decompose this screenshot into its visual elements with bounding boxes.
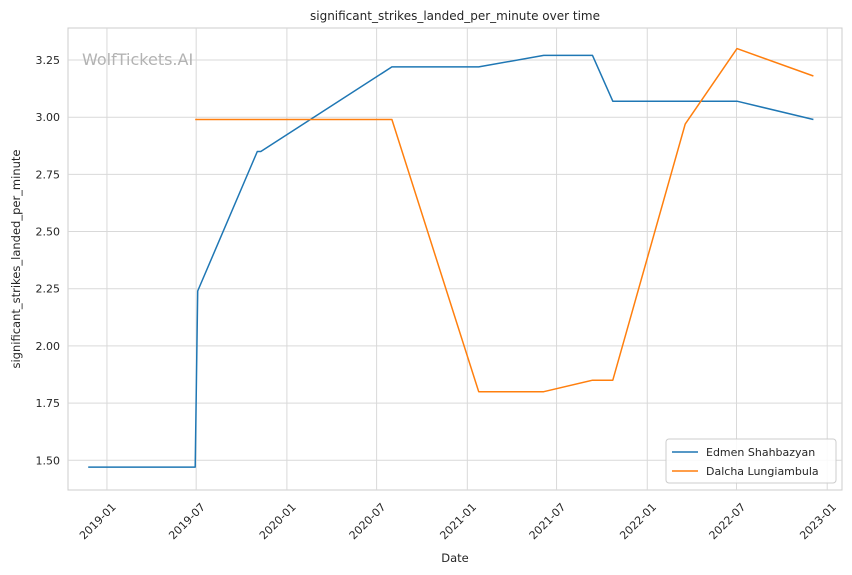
y-tick-label: 2.75 [36, 168, 61, 181]
x-tick-label: 2020-01 [257, 501, 299, 543]
x-tick-label: 2020-07 [347, 501, 389, 543]
x-tick-label: 2019-01 [77, 501, 119, 543]
y-tick-label: 2.25 [36, 283, 61, 296]
x-tick-label: 2023-01 [797, 501, 839, 543]
x-tick-label: 2021-07 [527, 501, 569, 543]
series-layer [88, 47, 814, 468]
legend-box [665, 438, 837, 484]
x-tick-label: 2022-01 [617, 501, 659, 543]
y-axis-ticks: 1.50 1.75 2.00 2.25 2.50 2.75 3.00 3.25 [36, 54, 61, 467]
x-tick-label: 2019-07 [166, 501, 208, 543]
series-line-dalcha-lungiambula [195, 47, 814, 393]
series-line-edmen-shahbazyan [88, 54, 814, 468]
legend: Edmen Shahbazyan Dalcha Lungiambula [665, 438, 837, 484]
plot-area [67, 27, 843, 491]
grid [68, 28, 842, 490]
watermark: WolfTickets.AI [82, 50, 193, 69]
legend-label-edmen-shahbazyan: Edmen Shahbazyan [706, 446, 815, 459]
y-tick-label: 2.00 [36, 340, 61, 353]
chart-title: significant_strikes_landed_per_minute ov… [310, 9, 600, 23]
x-tick-label: 2022-07 [707, 501, 749, 543]
y-tick-label: 3.00 [36, 111, 61, 124]
y-tick-label: 1.75 [36, 397, 61, 410]
legend-label-dalcha-lungiambula: Dalcha Lungiambula [706, 465, 819, 478]
y-tick-label: 2.50 [36, 226, 61, 239]
y-axis-title: significant_strikes_landed_per_minute [9, 150, 23, 369]
x-axis-title: Date [441, 551, 469, 565]
x-axis-ticks: 2019-01 2019-07 2020-01 2020-07 2021-01 2021-… [77, 501, 839, 543]
y-tick-label: 3.25 [36, 54, 61, 67]
x-tick-label: 2021-01 [437, 501, 479, 543]
y-tick-label: 1.50 [36, 454, 61, 467]
